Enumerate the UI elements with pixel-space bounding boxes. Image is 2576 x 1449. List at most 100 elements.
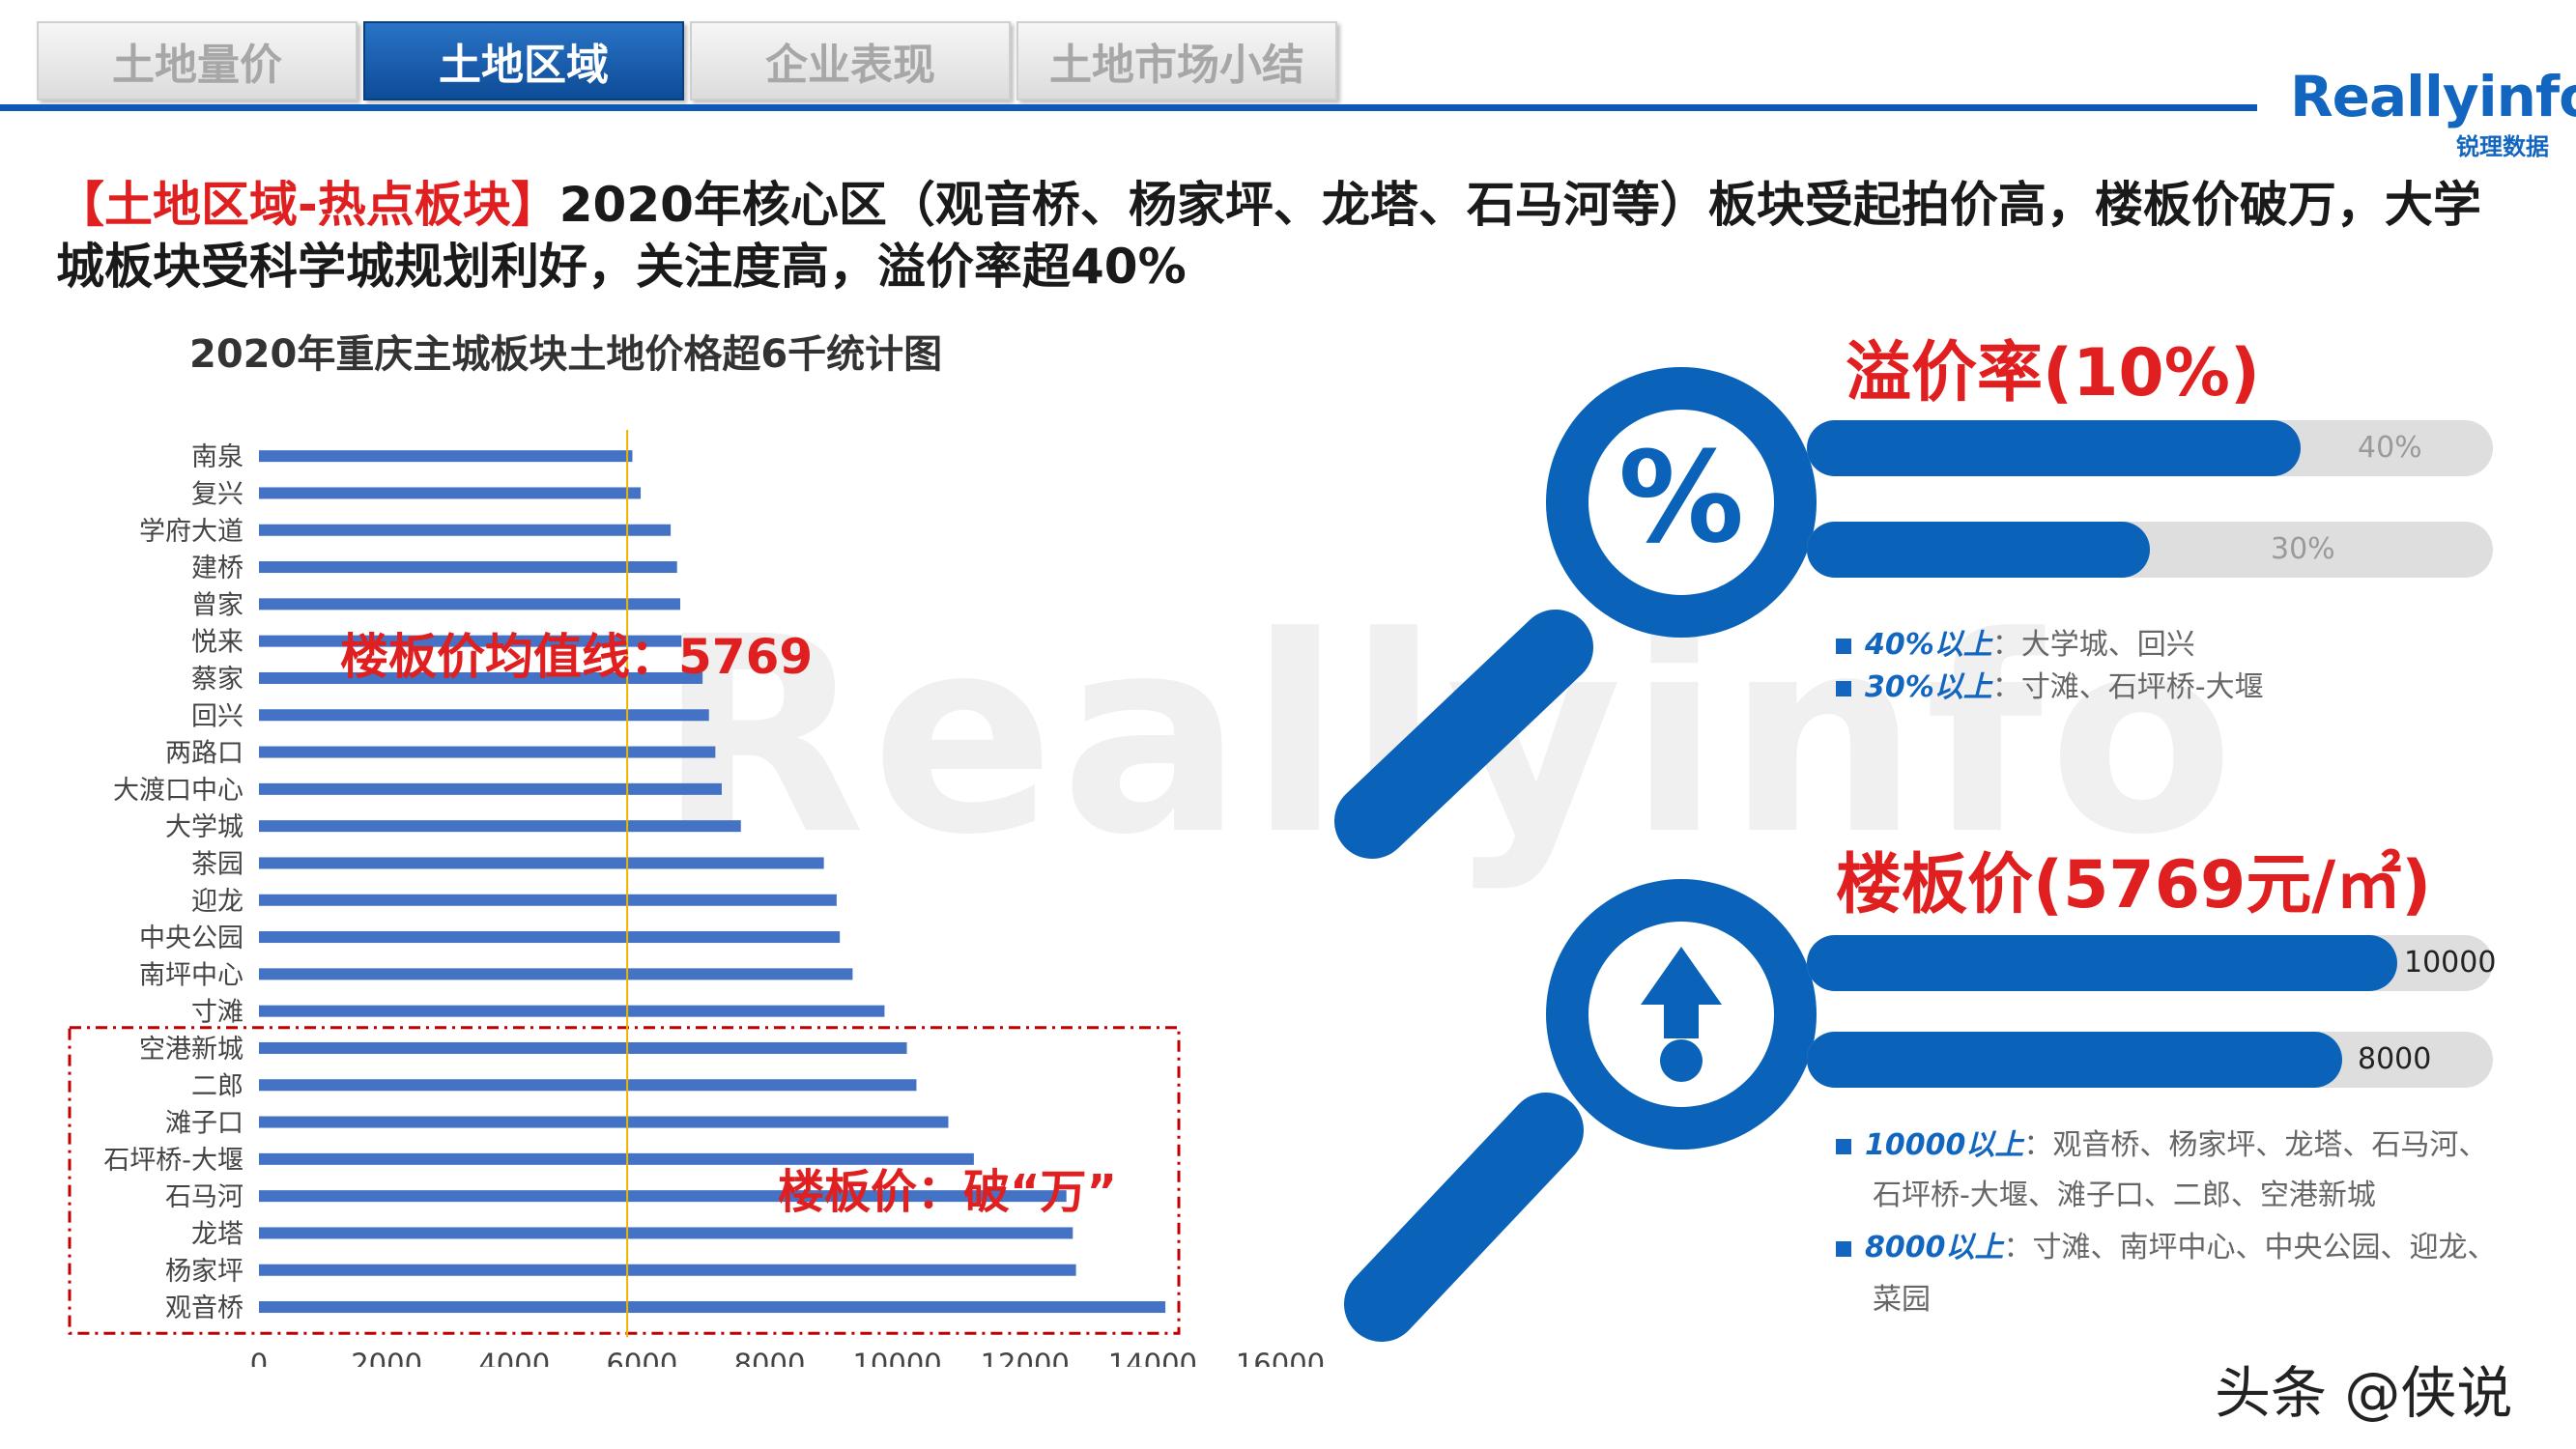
bar-南泉 — [259, 450, 633, 463]
tab-land-area[interactable]: 土地区域 — [363, 21, 684, 100]
reference-line-label: 楼板价均值线：5769 — [340, 629, 813, 685]
floor-legend-2-continued: 菜园 — [1873, 1283, 1931, 1317]
floor-bar-2-fill — [1807, 1032, 2342, 1088]
x-tick-label: 14000 — [1108, 1348, 1197, 1367]
magnifier-lens — [1589, 410, 1774, 595]
bar-复兴 — [259, 487, 642, 499]
tab-market-summary[interactable]: 土地市场小结 — [1016, 21, 1337, 100]
bar-悦来 — [259, 635, 682, 647]
bar-两路口 — [259, 746, 716, 758]
floor-bar-1: 10000 — [1807, 935, 2497, 991]
floor-legend-2: 8000以上：寸滩、南坪中心、中央公园、迎龙、 — [1836, 1223, 2497, 1265]
category-label: 中央公园 — [139, 923, 243, 953]
bar-学府大道 — [259, 524, 672, 536]
category-label: 石坪桥-大堰 — [103, 1146, 243, 1176]
tab-land-volume-price[interactable]: 土地量价 — [37, 21, 358, 100]
category-label: 悦来 — [191, 628, 243, 658]
bar-二郎 — [259, 1079, 917, 1092]
category-label: 二郎 — [191, 1071, 243, 1101]
arrow-up-icon — [1641, 947, 1722, 1082]
magnifier-handle — [1334, 610, 1593, 859]
bar-空港新城 — [259, 1041, 907, 1054]
magnifier-graphic-floor-price — [1344, 879, 1817, 1342]
headline-text: 2020年核心区（观音桥、杨家坪、龙塔、石马河等）板块受起拍价高，楼板价破万，大… — [56, 177, 2481, 295]
floor-bar-1-label: 10000 — [2404, 946, 2497, 980]
legend-square — [1836, 1240, 1851, 1257]
legend-square — [1836, 680, 1851, 696]
bar-大学城 — [259, 820, 741, 833]
logo-text: Reallyinfo — [2290, 64, 2576, 129]
premium-bar-1: 40% — [1807, 420, 2493, 476]
x-tick-label: 8000 — [734, 1348, 806, 1367]
bar-回兴 — [259, 709, 709, 722]
x-tick-label: 4000 — [478, 1348, 550, 1367]
premium-bar-1-fill — [1807, 420, 2302, 476]
bar-chart: 南泉复兴学府大道建桥曾家悦来蔡家回兴两路口大渡口中心大学城茶园迎龙中央公园南坪中… — [68, 430, 1325, 1367]
floor-bar-2: 8000 — [1807, 1032, 2493, 1088]
highlight-box — [68, 1026, 1181, 1335]
category-label: 龙塔 — [191, 1219, 243, 1249]
logo-subtext: 锐理数据 — [2456, 133, 2549, 160]
category-label: 大渡口中心 — [113, 776, 243, 806]
category-label: 南坪中心 — [139, 960, 243, 990]
bar-石坪桥-大堰 — [259, 1152, 974, 1165]
x-tick-label: 6000 — [606, 1348, 677, 1367]
category-label: 茶园 — [191, 849, 243, 879]
premium-legend-2: 30%以上：寸滩、石坪桥-大堰 — [1836, 663, 2264, 705]
floor-bar-2-label: 8000 — [2358, 1042, 2432, 1076]
bar-蔡家 — [259, 671, 703, 684]
floor-legend-1: 10000以上：观音桥、杨家坪、龙塔、石马河、 — [1836, 1121, 2487, 1163]
category-label: 建桥 — [191, 554, 243, 583]
chart-title: 2020年重庆主城板块土地价格超6千统计图 — [189, 332, 943, 377]
category-label: 观音桥 — [165, 1293, 243, 1323]
highlight-label: 楼板价：破“万” — [778, 1165, 1117, 1219]
x-tick-label: 10000 — [852, 1348, 941, 1367]
premium-title: 溢价率(10%) — [1846, 335, 2260, 412]
premium-bar-2-label: 30% — [2271, 532, 2335, 566]
bar-茶园 — [259, 857, 824, 869]
category-label: 学府大道 — [139, 517, 243, 547]
svg-text:%: % — [1618, 424, 1744, 571]
category-label: 空港新城 — [139, 1035, 243, 1065]
premium-legend-1: 40%以上：大学城、回兴 — [1836, 620, 2195, 663]
headline: 【土地区域-热点板块】2020年核心区（观音桥、杨家坪、龙塔、石马河等）板块受起… — [56, 174, 2491, 298]
bar-寸滩 — [259, 1005, 885, 1017]
category-label: 滩子口 — [165, 1109, 243, 1139]
bar-大渡口中心 — [259, 782, 722, 795]
category-label: 寸滩 — [191, 998, 243, 1028]
premium-bar-2: 30% — [1807, 522, 2493, 578]
category-label: 石马河 — [165, 1182, 243, 1212]
bar-滩子口 — [259, 1116, 949, 1128]
premium-bar-2-fill — [1807, 522, 2150, 578]
category-label: 蔡家 — [191, 665, 243, 695]
bar-南坪中心 — [259, 968, 853, 980]
headline-tag: 【土地区域-热点板块】 — [56, 177, 559, 233]
floor-bar-1-fill — [1807, 935, 2397, 991]
header-divider — [0, 104, 2257, 111]
tab-company-performance[interactable]: 企业表现 — [690, 21, 1011, 100]
bar-曾家 — [259, 598, 681, 611]
bar-中央公园 — [259, 931, 841, 944]
category-label: 大学城 — [165, 812, 243, 842]
magnifier-graphic-premium: % — [1334, 367, 1817, 859]
percent-icon: % — [1618, 424, 1744, 571]
x-tick-label: 16000 — [1236, 1348, 1325, 1367]
legend-square — [1836, 638, 1851, 654]
bar-建桥 — [259, 561, 677, 574]
magnifier-handle — [1344, 1093, 1584, 1342]
category-label: 杨家坪 — [165, 1257, 243, 1287]
x-tick-label: 12000 — [981, 1348, 1070, 1367]
category-label: 迎龙 — [191, 887, 243, 917]
category-label: 回兴 — [191, 701, 243, 731]
legend-square — [1836, 1138, 1851, 1154]
x-tick-label: 0 — [250, 1348, 268, 1367]
bar-石马河 — [259, 1190, 1067, 1203]
floor-legend-1-continued: 石坪桥-大堰、滩子口、二郎、空港新城 — [1873, 1179, 2376, 1212]
floor-price-title: 楼板价(5769元/㎡) — [1836, 847, 2432, 923]
bar-观音桥 — [259, 1301, 1166, 1314]
bar-迎龙 — [259, 894, 837, 906]
bar-杨家坪 — [259, 1264, 1076, 1276]
category-label: 两路口 — [165, 739, 243, 769]
logo: Reallyinfo 锐理数据 — [2290, 64, 2576, 160]
x-tick-label: 2000 — [351, 1348, 422, 1367]
